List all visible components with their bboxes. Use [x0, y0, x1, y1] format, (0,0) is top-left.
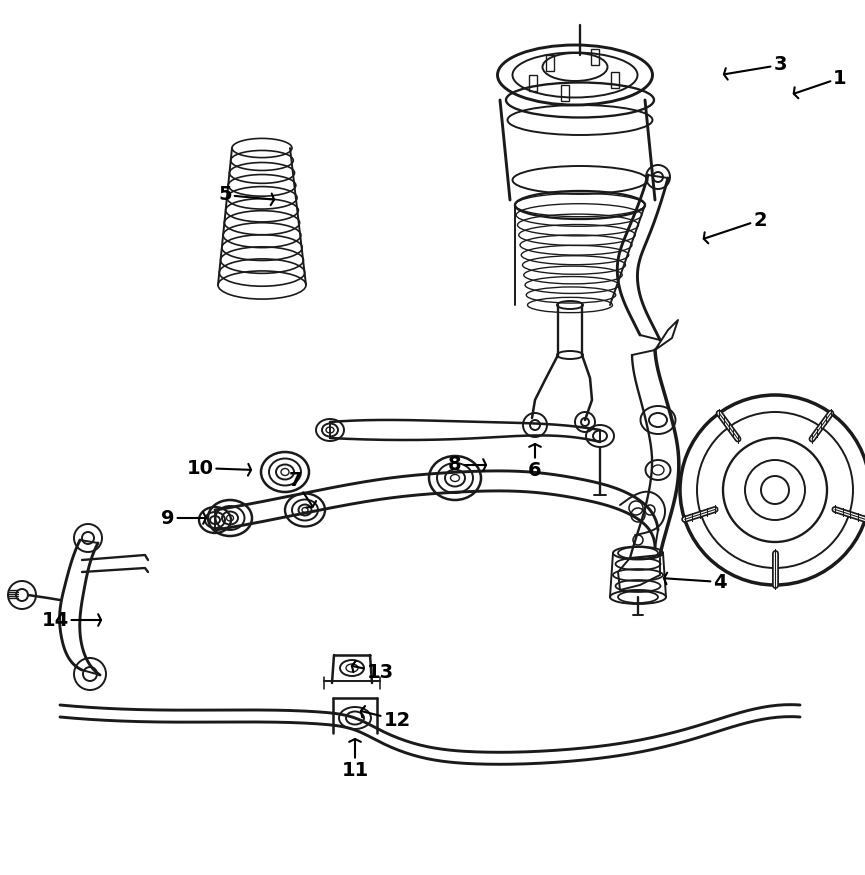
Bar — [546, 55, 554, 71]
Bar — [561, 85, 569, 101]
Text: 12: 12 — [361, 706, 411, 730]
Text: 13: 13 — [352, 661, 394, 682]
Text: 1: 1 — [794, 68, 847, 98]
Text: 10: 10 — [187, 458, 251, 478]
Text: 4: 4 — [664, 572, 727, 592]
Text: 2: 2 — [704, 211, 766, 243]
Bar — [611, 72, 619, 88]
Text: 7: 7 — [288, 471, 316, 508]
Text: 14: 14 — [42, 611, 101, 629]
Text: 5: 5 — [218, 186, 274, 205]
Text: 9: 9 — [161, 508, 206, 528]
Text: 11: 11 — [342, 739, 368, 780]
Bar — [591, 49, 599, 65]
Bar — [529, 75, 537, 91]
Text: 8: 8 — [448, 456, 486, 474]
Text: 3: 3 — [724, 55, 787, 80]
Text: 6: 6 — [529, 444, 541, 480]
